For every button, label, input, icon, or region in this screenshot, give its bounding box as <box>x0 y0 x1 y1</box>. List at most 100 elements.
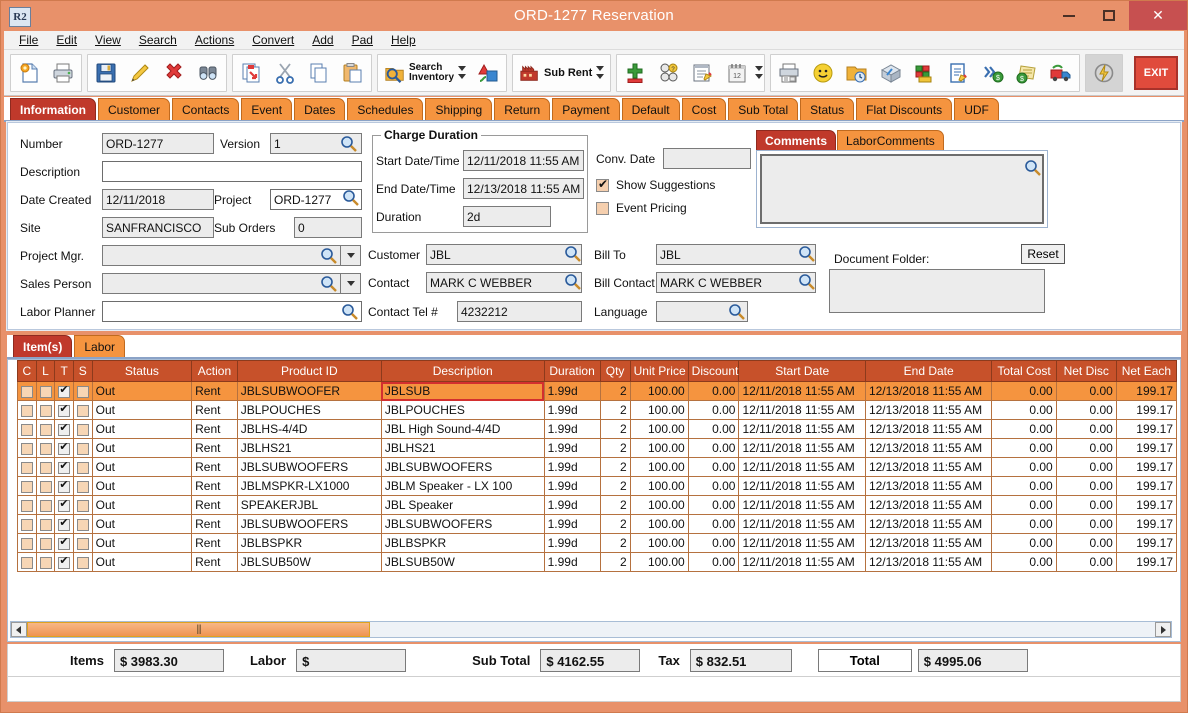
sub-rent-button[interactable]: Sub Rent <box>514 56 609 90</box>
menu-item-edit[interactable]: Edit <box>56 33 78 47</box>
cell-qty[interactable]: 2 <box>599 476 631 496</box>
cell-unit-price[interactable]: 100.00 <box>629 400 689 420</box>
cell-status[interactable]: Out <box>91 438 193 458</box>
cell-end-date[interactable]: 12/13/2018 11:55 AM <box>864 457 993 477</box>
customer-field[interactable]: JBL <box>426 244 582 265</box>
cell-checkbox-l[interactable] <box>35 381 56 401</box>
show-suggestions-checkbox[interactable] <box>596 177 609 192</box>
cell-qty[interactable]: 2 <box>599 552 631 572</box>
cell-duration[interactable]: 1.99d <box>543 457 601 477</box>
cell-qty[interactable]: 2 <box>599 514 631 534</box>
cell-action[interactable]: Rent <box>191 514 238 534</box>
col-unit-price[interactable]: Unit Price <box>629 360 689 382</box>
conv-date-field[interactable] <box>663 148 751 169</box>
col-description[interactable]: Description <box>380 360 545 382</box>
cell-start-date[interactable]: 12/11/2018 11:55 AM <box>738 533 866 553</box>
cell-total-cost[interactable]: 0.00 <box>991 533 1057 553</box>
project-field[interactable]: ORD-1277 <box>270 189 362 210</box>
cell-qty[interactable]: 2 <box>599 419 631 439</box>
warehouse-icon[interactable] <box>908 56 942 90</box>
cell-duration[interactable]: 1.99d <box>543 400 601 420</box>
cell-description[interactable]: JBL High Sound-4/4D <box>380 419 545 439</box>
scroll-right-button[interactable] <box>1155 622 1171 637</box>
edit-form-icon[interactable] <box>942 56 976 90</box>
contact-search-icon[interactable] <box>564 273 581 290</box>
description-field[interactable] <box>102 161 362 182</box>
cell-status[interactable]: Out <box>91 457 193 477</box>
cell-checkbox-l[interactable] <box>35 533 56 553</box>
sales-person-dropdown[interactable] <box>341 273 361 294</box>
cell-qty[interactable]: 2 <box>599 533 631 553</box>
cell-action[interactable]: Rent <box>191 419 238 439</box>
calendar-dropdown[interactable] <box>754 56 763 90</box>
cell-unit-price[interactable]: 100.00 <box>629 381 689 401</box>
cell-checkbox-c[interactable] <box>17 457 37 477</box>
labor-total-field[interactable]: $ <box>296 648 407 672</box>
labor-planner-field[interactable] <box>102 301 362 322</box>
tab-comments[interactable]: Comments <box>756 130 837 150</box>
cell-checkbox-s[interactable] <box>72 533 93 553</box>
cell-end-date[interactable]: 12/13/2018 11:55 AM <box>864 438 993 458</box>
cell-duration[interactable]: 1.99d <box>543 381 601 401</box>
comments-search-icon[interactable] <box>1024 159 1041 176</box>
cell-duration[interactable]: 1.99d <box>543 495 601 515</box>
cell-start-date[interactable]: 12/11/2018 11:55 AM <box>738 381 866 401</box>
cell-total-cost[interactable]: 0.00 <box>991 476 1057 496</box>
cell-net-disc[interactable]: 0.00 <box>1055 400 1117 420</box>
cell-start-date[interactable]: 12/11/2018 11:55 AM <box>738 514 866 534</box>
cell-total-cost[interactable]: 0.00 <box>991 419 1057 439</box>
cell-checkbox-s[interactable] <box>72 552 93 572</box>
start-date-field[interactable]: 12/11/2018 11:55 AM <box>463 150 584 171</box>
cell-end-date[interactable]: 12/13/2018 11:55 AM <box>864 514 993 534</box>
cell-net-disc[interactable]: 0.00 <box>1055 514 1117 534</box>
cell-checkbox-t[interactable] <box>54 419 74 439</box>
cell-action[interactable]: Rent <box>191 476 238 496</box>
cell-description[interactable]: JBL Speaker <box>380 495 545 515</box>
col-net-each[interactable]: Net Each <box>1115 360 1178 382</box>
table-row[interactable]: OutRentJBLSUBWOOFERSJBLSUBWOOFERS1.99d21… <box>17 457 1178 477</box>
cell-action[interactable]: Rent <box>191 533 238 553</box>
version-field[interactable]: 1 <box>270 133 362 154</box>
tax-field[interactable]: $ 832.51 <box>689 648 792 672</box>
event-pricing-checkbox[interactable] <box>596 202 609 215</box>
cell-checkbox-t[interactable] <box>54 533 74 553</box>
menu-item-file[interactable]: File <box>19 33 39 47</box>
cell-product-id[interactable]: JBLSUBWOOFER <box>236 381 382 401</box>
cell-unit-price[interactable]: 100.00 <box>629 533 689 553</box>
table-row[interactable]: OutRentJBLHS21JBLHS211.99d2100.000.0012/… <box>17 438 1178 458</box>
cell-status[interactable]: Out <box>91 419 193 439</box>
items-total-field[interactable]: $ 3983.30 <box>113 648 224 672</box>
cell-net-each[interactable]: 199.17 <box>1115 419 1178 439</box>
cell-start-date[interactable]: 12/11/2018 11:55 AM <box>738 457 866 477</box>
cell-checkbox-l[interactable] <box>35 552 56 572</box>
tab-status[interactable]: Status <box>800 98 855 120</box>
cell-checkbox-s[interactable] <box>72 514 93 534</box>
cell-checkbox-l[interactable] <box>35 476 56 496</box>
menu-item-convert[interactable]: Convert <box>252 33 295 47</box>
cell-discount[interactable]: 0.00 <box>687 400 740 420</box>
cell-checkbox-c[interactable] <box>17 552 37 572</box>
cell-checkbox-l[interactable] <box>35 495 56 515</box>
cell-unit-price[interactable]: 100.00 <box>629 419 689 439</box>
table-row[interactable]: OutRentJBLSUBWOOFERSJBLSUBWOOFERS1.99d21… <box>17 514 1178 534</box>
cell-status[interactable]: Out <box>91 552 193 572</box>
copy-icon[interactable] <box>302 56 336 90</box>
comments-textarea[interactable] <box>760 154 1044 224</box>
cell-start-date[interactable]: 12/11/2018 11:55 AM <box>738 438 866 458</box>
site-field[interactable]: SANFRANCISCO <box>102 217 214 238</box>
col-duration[interactable]: Duration <box>543 360 601 382</box>
scroll-thumb[interactable]: ||| <box>27 622 370 637</box>
exit-button[interactable]: EXIT <box>1134 55 1178 90</box>
cell-checkbox-t[interactable] <box>54 552 74 572</box>
cell-total-cost[interactable]: 0.00 <box>991 400 1057 420</box>
col-s[interactable]: S <box>72 360 93 382</box>
cell-net-each[interactable]: 199.17 <box>1115 400 1178 420</box>
col-end-date[interactable]: End Date <box>864 360 993 382</box>
cell-start-date[interactable]: 12/11/2018 11:55 AM <box>738 552 866 572</box>
cell-start-date[interactable]: 12/11/2018 11:55 AM <box>738 495 866 515</box>
col-start-date[interactable]: Start Date <box>738 360 866 382</box>
col-net-disc[interactable]: Net Disc <box>1055 360 1117 382</box>
smiley-icon[interactable] <box>806 56 840 90</box>
tab-customer[interactable]: Customer <box>98 98 171 120</box>
